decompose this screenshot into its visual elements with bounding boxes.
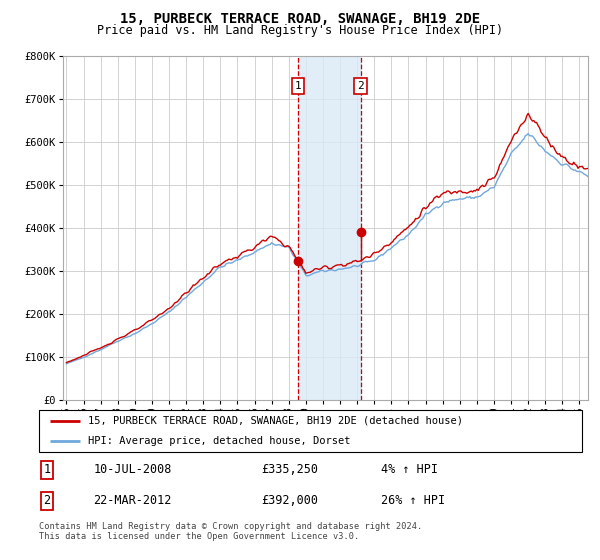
Text: 4% ↑ HPI: 4% ↑ HPI [381,464,438,477]
Text: 15, PURBECK TERRACE ROAD, SWANAGE, BH19 2DE (detached house): 15, PURBECK TERRACE ROAD, SWANAGE, BH19 … [88,416,463,426]
FancyBboxPatch shape [39,410,582,452]
Text: Contains HM Land Registry data © Crown copyright and database right 2024.
This d: Contains HM Land Registry data © Crown c… [39,522,422,542]
Text: 1: 1 [44,464,51,477]
Text: Price paid vs. HM Land Registry's House Price Index (HPI): Price paid vs. HM Land Registry's House … [97,24,503,36]
Text: 1: 1 [295,81,301,91]
Text: £335,250: £335,250 [262,464,319,477]
Bar [298,56,361,400]
Text: 2: 2 [358,81,364,91]
Text: 10-JUL-2008: 10-JUL-2008 [94,464,172,477]
Text: HPI: Average price, detached house, Dorset: HPI: Average price, detached house, Dors… [88,436,350,446]
Text: 2: 2 [44,494,51,507]
Text: 15, PURBECK TERRACE ROAD, SWANAGE, BH19 2DE: 15, PURBECK TERRACE ROAD, SWANAGE, BH19 … [120,12,480,26]
Text: £392,000: £392,000 [262,494,319,507]
Text: 26% ↑ HPI: 26% ↑ HPI [381,494,445,507]
Text: 22-MAR-2012: 22-MAR-2012 [94,494,172,507]
